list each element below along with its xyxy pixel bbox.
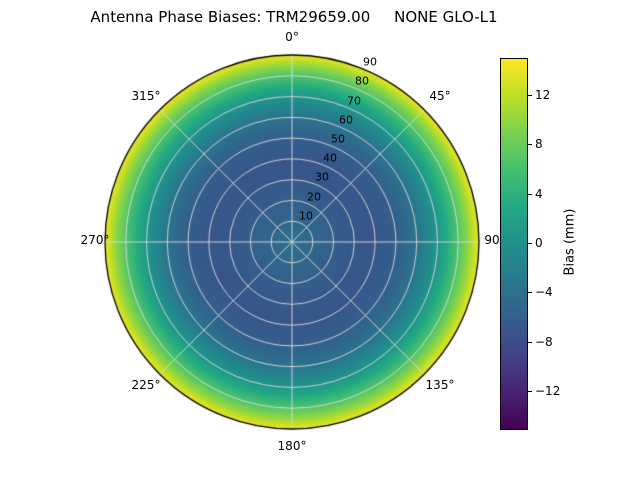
colorbar-tick-mark xyxy=(528,391,532,392)
polar-heatmap-canvas xyxy=(92,42,492,442)
radial-tick-10: 10 xyxy=(299,209,313,223)
angular-tick-0: 0° xyxy=(285,30,299,44)
radial-tick-80: 80 xyxy=(355,74,369,88)
colorbar-tick-label: 12 xyxy=(535,88,551,102)
colorbar-tick-label: −8 xyxy=(535,334,553,349)
colorbar-tick-mark xyxy=(528,193,532,195)
colorbar-tick-label: 0 xyxy=(535,236,543,250)
colorbar-tick-label: −12 xyxy=(535,384,561,398)
colorbar-canvas xyxy=(500,58,528,430)
angular-tick-90: 90 xyxy=(484,233,500,247)
angular-tick-45: 45° xyxy=(429,89,451,103)
radial-tick-30: 30 xyxy=(315,170,329,184)
colorbar-tick-label: −4 xyxy=(535,285,553,300)
angular-tick-270: 270° xyxy=(80,233,110,247)
angular-tick-225: 225° xyxy=(131,378,161,392)
radial-tick-20: 20 xyxy=(307,190,321,204)
colorbar-tick-label: 4 xyxy=(535,186,543,201)
colorbar-tick-label: 8 xyxy=(535,137,543,152)
colorbar-tick-mark xyxy=(528,292,532,294)
colorbar-tick-mark xyxy=(528,243,532,244)
radial-tick-90: 90 xyxy=(363,55,377,69)
angular-tick-180: 180° xyxy=(277,439,307,453)
radial-tick-40: 40 xyxy=(323,151,337,165)
radial-tick-50: 50 xyxy=(331,132,345,146)
radial-tick-60: 60 xyxy=(339,113,353,127)
chart-title: Antenna Phase Biases: TRM29659.00 NONE G… xyxy=(90,8,498,26)
colorbar-label: Bias (mm) xyxy=(562,208,578,276)
colorbar-tick-mark xyxy=(528,144,532,146)
radial-tick-70: 70 xyxy=(347,94,361,108)
angular-tick-315: 315° xyxy=(131,89,161,103)
colorbar-tick-mark xyxy=(528,341,532,343)
colorbar-tick-mark xyxy=(528,95,532,96)
angular-tick-135: 135° xyxy=(425,378,455,392)
